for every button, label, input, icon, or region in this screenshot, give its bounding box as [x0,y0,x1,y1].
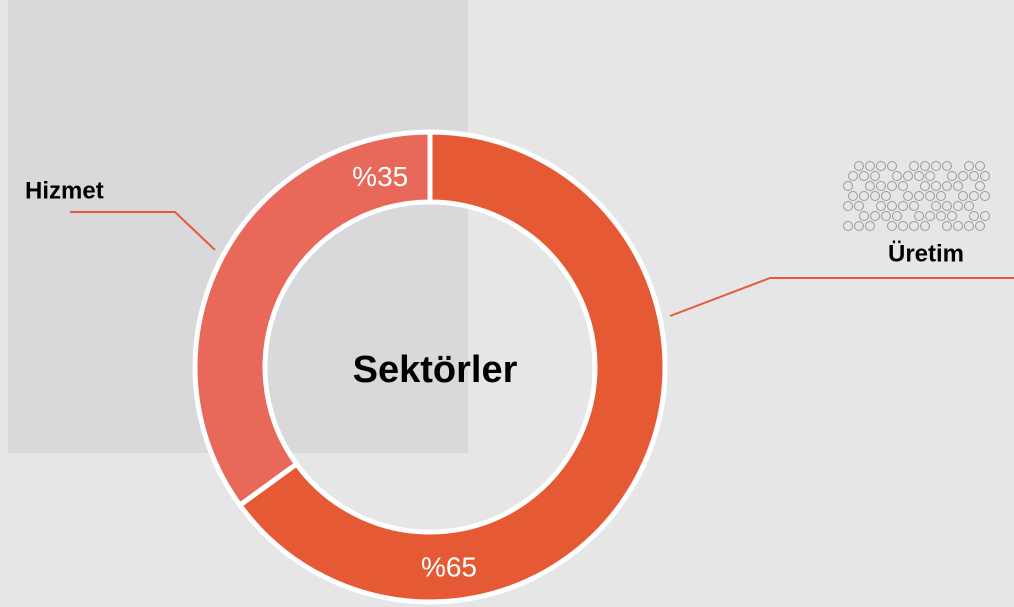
pattern-dot [914,191,924,201]
pattern-dot [909,161,919,171]
pattern-dot [859,191,869,201]
pattern-dot [881,191,891,201]
pattern-dot [958,171,968,181]
pattern-dot [898,221,908,231]
pattern-dot [925,171,935,181]
pattern-dot [876,161,886,171]
pattern-dot [843,181,853,191]
donut [192,129,668,605]
pattern-dot [865,181,875,191]
pattern-dot [931,181,941,191]
center-label: Sektörler [353,349,518,391]
pattern-dot [975,161,985,171]
pattern-dot [887,221,897,231]
pattern-dot [980,211,990,221]
pattern-dot [975,181,985,191]
pattern-dot [898,201,908,211]
pattern-dot [942,221,952,231]
pattern-dot [909,221,919,231]
category-label: Hizmet [25,177,104,204]
pattern-dot [848,171,858,181]
pattern-dot [942,161,952,171]
pattern-dot [843,201,853,211]
pattern-dot [848,191,858,201]
pattern-dot [903,191,913,201]
pattern-dot [914,211,924,221]
pattern-dot [876,181,886,191]
pattern-dot [843,221,853,231]
pattern-dot [942,201,952,211]
pattern-dot [887,161,897,171]
pattern-dot [898,181,908,191]
pattern-dot [947,171,957,181]
pattern-dot [925,191,935,201]
pattern-dot [920,221,930,231]
pattern-dot [887,201,897,211]
pattern-dot [969,211,979,221]
pattern-dot [865,161,875,171]
pattern-dot [859,171,869,181]
pattern-dot [953,181,963,191]
pattern-dot [914,171,924,181]
pattern-dot [936,191,946,201]
pattern-dot [892,171,902,181]
donut-slice [192,129,433,509]
pattern-dot [870,171,880,181]
pattern-dot [964,201,974,211]
pattern-dot [980,171,990,181]
pattern-dot [947,211,957,221]
donut-slice [236,129,668,605]
pattern-dot [854,201,864,211]
pattern-dot [881,211,891,221]
pattern-dot [969,191,979,201]
pattern-dot [975,221,985,231]
category-label: Üretim [888,240,964,267]
pattern-dot [964,161,974,171]
pattern-dot [936,211,946,221]
pattern-dot [870,211,880,221]
leader-line [669,277,1014,317]
pattern-dot [859,211,869,221]
pattern-dot [964,221,974,231]
pattern-dot [903,171,913,181]
pattern-dot [920,181,930,191]
pattern-dot [980,191,990,201]
leader-line [70,211,216,251]
pattern-dot [870,191,880,201]
pattern-dot [953,201,963,211]
pattern-dot [925,211,935,221]
pattern-dot [892,211,902,221]
pattern-dot [969,171,979,181]
pattern-dot [931,201,941,211]
pattern-dot [876,201,886,211]
pattern-dot [887,181,897,191]
pattern-dot [854,161,864,171]
decorative-pattern [843,161,990,231]
pattern-dot [865,221,875,231]
value-label: %35 [352,161,408,192]
pattern-dot [958,191,968,201]
pattern-dot [854,221,864,231]
pattern-dot [953,221,963,231]
pattern-dot [909,201,919,211]
pattern-dot [942,181,952,191]
pattern-dot [920,161,930,171]
value-label: %65 [421,551,477,582]
pattern-dot [931,161,941,171]
